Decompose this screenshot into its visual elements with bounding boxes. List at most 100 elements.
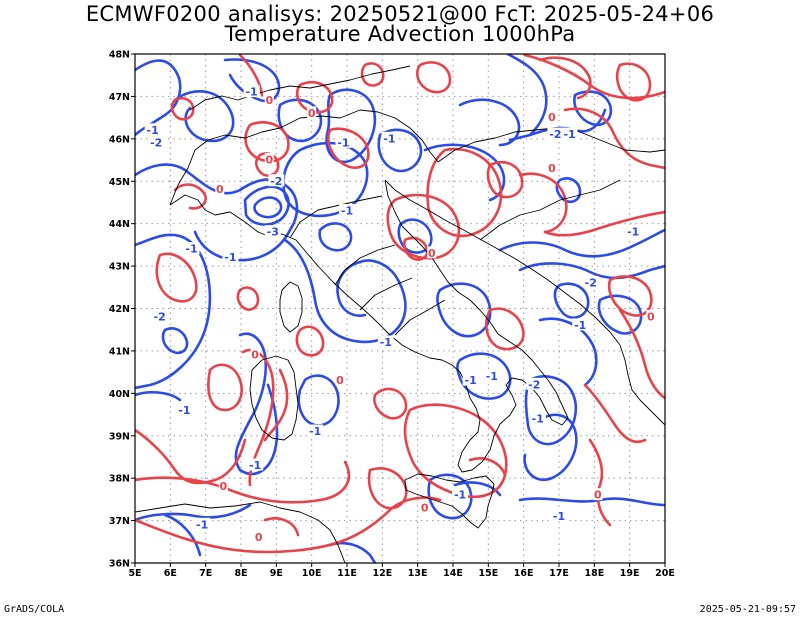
contour-label: -2 — [528, 378, 540, 391]
positive-contour — [403, 236, 429, 261]
contour-label-bg — [582, 276, 599, 289]
map-axes: 5E 6E 7E 8E 9E 10E 11E 12E 13E 14E 15E 16E 17E 18E 19E… — [109, 50, 675, 580]
contour-label: 0 — [251, 349, 259, 362]
positive-contour — [244, 120, 290, 163]
contour-label: -1 — [532, 412, 544, 425]
negative-contour — [524, 375, 577, 446]
negative-contour — [234, 332, 267, 472]
adriatic-east-coastline — [384, 179, 621, 346]
negative-contour — [453, 481, 502, 497]
positive-contour — [618, 308, 665, 400]
contour-label-bg — [194, 517, 211, 530]
negative-contour — [297, 374, 340, 427]
sardinia-coastline — [249, 355, 299, 441]
contour-label-bg — [250, 348, 260, 361]
lon-tick-label: 6E — [164, 568, 177, 579]
contour-label: -2 — [549, 128, 561, 141]
lon-tick-label: 20E — [655, 568, 675, 579]
positive-contour — [238, 54, 264, 97]
positive-contour — [155, 252, 198, 303]
lon-tick-label: 10E — [302, 568, 322, 579]
positive-contour — [373, 387, 408, 420]
lat-tick-label: 39N — [109, 431, 130, 442]
contour-label-bg — [264, 225, 281, 238]
negative-contour — [135, 390, 182, 402]
contour-label-bg — [183, 242, 200, 255]
lon-tick-label: 9E — [270, 568, 283, 579]
negative-contour — [277, 98, 323, 143]
positive-contour — [135, 506, 394, 554]
contour-label: 0 — [594, 489, 602, 502]
positive-contour — [403, 408, 462, 497]
contour-label: 0 — [336, 374, 344, 387]
central-italy-regions — [289, 195, 446, 336]
contour-label: -1 — [185, 243, 197, 256]
lat-tick-label: 37N — [109, 516, 130, 527]
contour-label: -1 — [486, 370, 498, 383]
contour-label: -1 — [309, 425, 321, 438]
negative-contour — [243, 185, 290, 226]
map-title-line1: ECMWF0200 analisys: 20250521@00 FcT: 202… — [85, 2, 715, 26]
contour-label: -1 — [574, 319, 586, 332]
lat-tick-label: 45N — [109, 177, 130, 188]
negative-contour — [163, 513, 202, 557]
negative-contour — [538, 317, 598, 387]
negative-contour — [135, 503, 252, 522]
contour-label: -1 — [245, 86, 257, 99]
positive-contour — [360, 62, 385, 87]
contour-label-bg — [572, 318, 589, 331]
corsica-coastline — [279, 281, 303, 333]
positive-contour — [327, 127, 370, 170]
sicily-coastline — [404, 473, 495, 529]
contour-label-bg — [247, 458, 264, 471]
positive-contour — [415, 61, 452, 94]
contour-label: -2 — [585, 277, 597, 290]
negative-contour — [456, 352, 512, 400]
contour-label: -2 — [270, 175, 282, 188]
contour-label-bg — [151, 309, 168, 322]
contour-label-bg — [547, 110, 557, 123]
negative-contour — [553, 282, 590, 319]
positive-contour — [295, 80, 334, 114]
lon-tick-label: 12E — [372, 568, 392, 579]
negative-contour — [318, 222, 353, 252]
contour-label: -1 — [465, 374, 477, 387]
lon-tick-label: 7E — [199, 568, 212, 579]
contour-label-bg — [561, 127, 578, 140]
lat-tick-label: 43N — [109, 262, 130, 273]
footer-timestamp: 2025-05-21-09:57 — [699, 604, 796, 615]
negative-contour — [555, 177, 582, 204]
contour-label: -1 — [383, 132, 395, 145]
positive-contour — [408, 403, 508, 499]
negative-contour — [505, 54, 548, 142]
contour-label: 0 — [265, 94, 273, 107]
contour-label-bg — [148, 136, 165, 149]
positive-contour — [538, 56, 592, 100]
negative-contour — [223, 58, 281, 103]
contour-label: 0 — [548, 111, 556, 124]
contour-label: 0 — [216, 183, 224, 196]
contour-label-bg — [339, 203, 355, 216]
lat-tick-label: 46N — [109, 134, 130, 145]
negative-contour — [336, 260, 367, 317]
contour-label: 0 — [255, 531, 263, 544]
positive-contour — [615, 62, 652, 102]
negative-contour — [283, 238, 407, 344]
lon-tick-label: 13E — [408, 568, 428, 579]
lat-tick-label: 36N — [109, 559, 130, 570]
contour-label: 0 — [220, 480, 228, 493]
lon-tick-label: 15E — [478, 568, 498, 579]
contour-label: -2 — [150, 137, 162, 150]
positive-contour — [588, 438, 612, 527]
contour-labels: -1-1-2-2-1-1-2-3-1 -1-1-1-1-1 -2-1-1-2-1-2… — [144, 85, 656, 544]
contour-label: 0 — [428, 247, 436, 260]
contour-label: -1 — [380, 336, 392, 349]
contour-label: -1 — [341, 204, 353, 217]
contour-label: -1 — [563, 128, 575, 141]
contour-label-bg — [529, 411, 546, 424]
negative-contour — [498, 228, 665, 258]
lat-tick-label: 42N — [109, 304, 130, 315]
lat-tick-label: 41N — [109, 346, 130, 357]
positive-contour — [263, 368, 289, 442]
